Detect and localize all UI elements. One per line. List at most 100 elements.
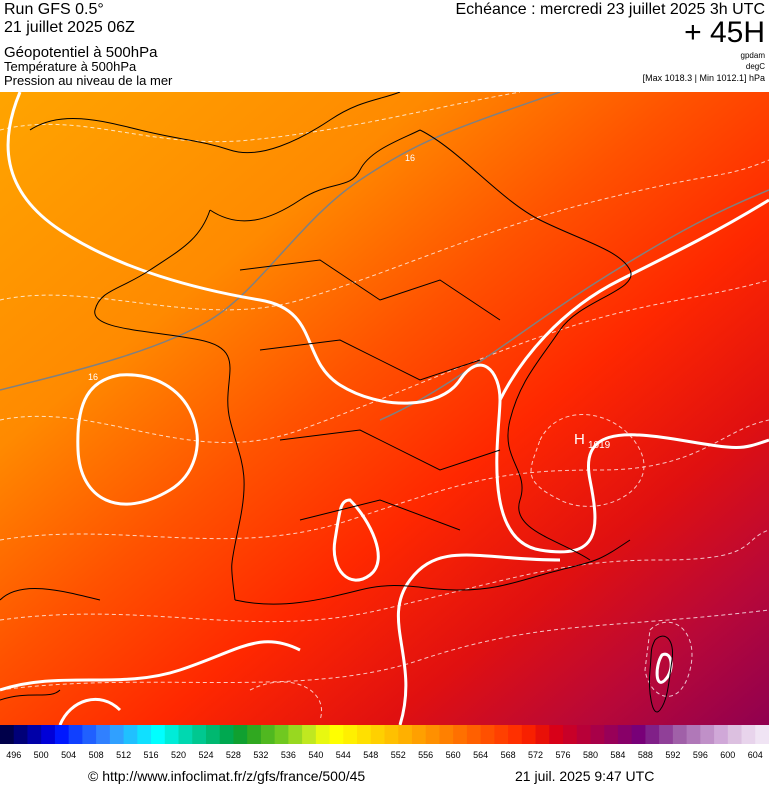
scale-label: 592: [665, 750, 680, 760]
color-swatch: [123, 725, 138, 744]
color-swatch: [260, 725, 276, 744]
color-swatch: [219, 725, 234, 744]
color-swatch: [27, 725, 42, 744]
scale-label: 504: [61, 750, 76, 760]
color-swatch: [508, 725, 523, 744]
color-swatch: [453, 725, 468, 744]
high-pressure-value: 1019: [588, 440, 611, 451]
color-swatch: [659, 725, 674, 744]
scale-label: 588: [638, 750, 653, 760]
color-swatch: [137, 725, 152, 744]
color-swatch: [274, 725, 289, 744]
generated-date: 21 juil. 2025 9:47 UTC: [515, 768, 654, 784]
scale-label: 580: [583, 750, 598, 760]
color-swatch: [480, 725, 495, 744]
scale-label: 540: [308, 750, 323, 760]
color-swatch: [411, 725, 427, 744]
color-swatch: [686, 725, 701, 744]
color-swatch: [494, 725, 509, 744]
color-swatch: [315, 725, 331, 744]
scale-label: 536: [281, 750, 296, 760]
scale-label: 576: [556, 750, 571, 760]
color-swatch: [384, 725, 399, 744]
color-swatch: [645, 725, 660, 744]
scale-label: 520: [171, 750, 186, 760]
color-swatch: [521, 725, 537, 744]
color-swatch: [672, 725, 688, 744]
scale-label: 512: [116, 750, 131, 760]
isobars: [0, 92, 769, 721]
color-swatch: [0, 725, 15, 744]
color-swatch: [755, 725, 769, 744]
run-date: 21 juillet 2025 06Z: [4, 19, 135, 36]
unit-label: degC: [746, 62, 765, 71]
contour-label: 16: [405, 153, 415, 163]
color-swatch: [302, 725, 317, 744]
color-swatch: [54, 725, 70, 744]
scale-label: 604: [748, 750, 763, 760]
color-swatch: [329, 725, 344, 744]
color-swatch: [205, 725, 221, 744]
isotherms: [0, 92, 769, 421]
color-swatch: [590, 725, 605, 744]
color-swatch: [370, 725, 385, 744]
scale-label: 552: [391, 750, 406, 760]
color-swatch: [398, 725, 413, 744]
color-swatch: [425, 725, 440, 744]
color-swatch: [247, 725, 262, 744]
lead-time: + 45H: [684, 16, 765, 49]
scale-label: 528: [226, 750, 241, 760]
scale-label: 532: [253, 750, 268, 760]
scale-label: 600: [720, 750, 735, 760]
color-swatch: [178, 725, 193, 744]
color-swatch: [549, 725, 564, 744]
temperature-field: [0, 92, 769, 725]
geopotential-contours: [0, 92, 769, 725]
color-swatch: [357, 725, 372, 744]
scale-label: 572: [528, 750, 543, 760]
scale-label: 568: [501, 750, 516, 760]
color-swatch: [192, 725, 207, 744]
scale-label: 508: [89, 750, 104, 760]
layer-label: Géopotentiel à 500hPa: [4, 44, 158, 61]
color-swatch: [109, 725, 125, 744]
color-swatch: [563, 725, 578, 744]
unit-label: [Max 1018.3 | Min 1012.1] hPa: [643, 73, 765, 83]
scale-label: 548: [363, 750, 378, 760]
color-swatch: [151, 725, 166, 744]
color-swatch: [343, 725, 358, 744]
layer-label: Température à 500hPa: [4, 59, 137, 74]
run-title: Run GFS 0.5°: [4, 1, 104, 18]
scale-label: 516: [144, 750, 159, 760]
color-swatch: [741, 725, 756, 744]
scale-label: 564: [473, 750, 488, 760]
color-swatch: [700, 725, 715, 744]
color-swatch: [466, 725, 482, 744]
color-swatch: [164, 725, 180, 744]
color-swatch: [535, 725, 550, 744]
map: [0, 92, 769, 725]
color-swatch: [714, 725, 729, 744]
color-swatch: [96, 725, 111, 744]
color-swatch: [439, 725, 454, 744]
color-swatch: [233, 725, 248, 744]
color-swatch: [82, 725, 97, 744]
scale-label: 524: [198, 750, 213, 760]
color-swatch: [41, 725, 56, 744]
scale-label: 560: [446, 750, 461, 760]
coastline: [0, 92, 674, 713]
color-swatch: [631, 725, 646, 744]
color-swatch: [604, 725, 619, 744]
unit-label: gpdam: [741, 51, 766, 60]
color-swatch: [288, 725, 303, 744]
source-url: © http://www.infoclimat.fr/z/gfs/france/…: [88, 768, 365, 784]
high-pressure-letter: H: [574, 431, 585, 448]
scale-label: 584: [610, 750, 625, 760]
color-swatch: [68, 725, 83, 744]
scale-label: 556: [418, 750, 433, 760]
scale-label: 596: [693, 750, 708, 760]
scale-label: 496: [6, 750, 21, 760]
color-scale: 496 500 504 508 512 516 520 524 528 532 536 540 544 5…: [0, 725, 769, 760]
